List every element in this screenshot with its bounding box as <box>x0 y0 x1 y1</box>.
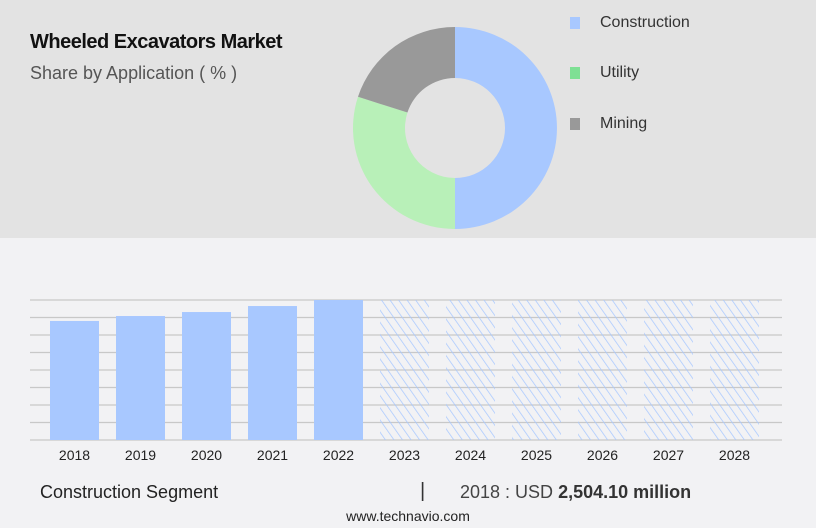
legend-item-construction: Construction <box>570 14 690 32</box>
value-prefix: 2018 : USD <box>460 482 554 502</box>
x-tick-label: 2024 <box>455 447 486 463</box>
donut-slice-construction <box>455 27 557 229</box>
segment-value: 2018 : USD 2,504.10 million <box>460 482 691 503</box>
x-tick-label: 2026 <box>587 447 618 463</box>
value-amount: 2,504.10 million <box>558 482 692 502</box>
forecast-bar <box>380 300 429 440</box>
forecast-bar <box>578 300 627 440</box>
forecast-bar <box>446 300 495 440</box>
legend-item-mining: Mining <box>570 115 647 133</box>
legend-item-utility: Utility <box>570 64 639 82</box>
chart-subtitle: Share by Application ( % ) <box>30 63 238 83</box>
bar <box>314 300 363 440</box>
legend-label: Construction <box>600 14 690 31</box>
x-tick-label: 2025 <box>521 447 552 463</box>
legend-swatch <box>570 118 580 130</box>
bar <box>182 312 231 440</box>
x-tick-label: 2019 <box>125 447 156 463</box>
x-tick-label: 2023 <box>389 447 420 463</box>
legend-swatch <box>570 17 580 29</box>
chart-title: Wheeled Excavators Market <box>30 31 283 53</box>
legend-label: Mining <box>600 115 648 132</box>
donut-slice-mining <box>357 27 455 113</box>
donut-chart <box>353 27 557 230</box>
separator: | <box>420 480 426 502</box>
x-tick-label: 2027 <box>653 447 684 463</box>
forecast-bar <box>710 300 759 440</box>
x-tick-label: 2018 <box>59 447 90 463</box>
bar <box>248 306 297 440</box>
forecast-bar <box>512 300 561 440</box>
x-tick-label: 2022 <box>323 447 354 463</box>
segment-label: Construction Segment <box>40 482 219 502</box>
bar <box>116 316 165 440</box>
x-tick-label: 2020 <box>191 447 222 463</box>
x-tick-label: 2021 <box>257 447 288 463</box>
bar <box>50 320 99 440</box>
website-link[interactable]: www.technavio.com <box>346 508 470 524</box>
legend-label: Utility <box>600 64 640 81</box>
legend-swatch <box>570 67 580 79</box>
forecast-bar <box>644 300 693 440</box>
donut-slice-utility <box>353 96 455 230</box>
bar-chart: 2018 2019 2020 2021 2022 2023 2024 2025 2026 2027… <box>30 299 782 463</box>
x-tick-label: 2028 <box>719 447 750 463</box>
